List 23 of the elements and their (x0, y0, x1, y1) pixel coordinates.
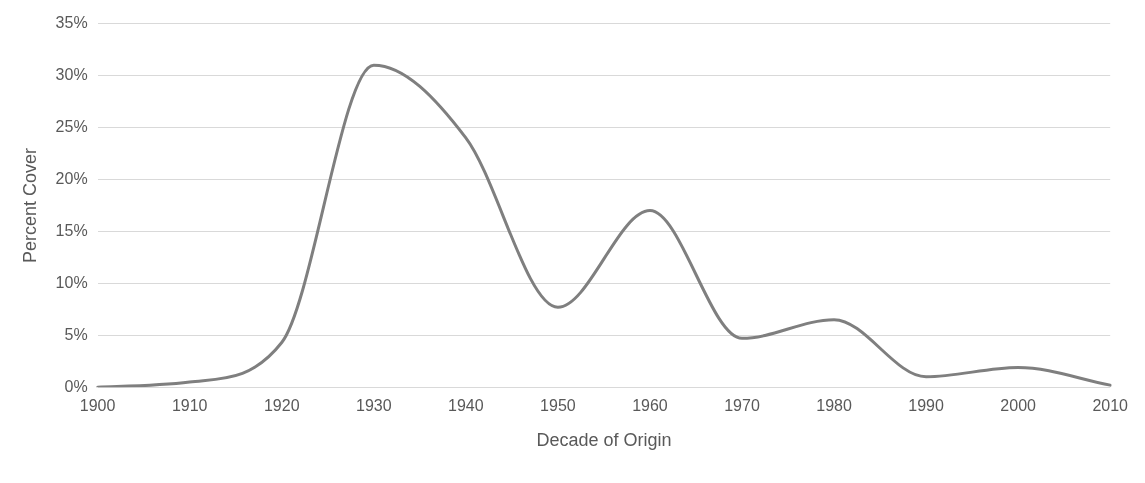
x-tick-label: 1950 (540, 397, 576, 415)
y-tick-label: 35% (55, 14, 88, 32)
x-tick-label: 1960 (632, 397, 668, 415)
x-tick-label: 1970 (724, 397, 760, 415)
x-tick-label: 2000 (1000, 397, 1037, 415)
x-tick-label: 1990 (908, 397, 944, 415)
x-tick-label: 1980 (816, 397, 852, 415)
y-tick-label: 30% (55, 65, 88, 83)
x-tick-label: 1920 (263, 397, 300, 415)
y-tick-label: 20% (55, 169, 88, 187)
x-axis-title: Decade of Origin (536, 430, 672, 451)
y-tick-label: 15% (55, 221, 88, 239)
x-tick-label: 1930 (355, 397, 392, 415)
y-tick-label: 25% (55, 117, 88, 135)
x-tick-label: 2010 (1092, 397, 1129, 415)
y-axis-title: Percent Cover (19, 147, 40, 263)
x-tick-label: 1910 (171, 397, 208, 415)
line-series (96, 63, 1112, 388)
y-tick-label: 10% (55, 273, 88, 291)
x-tick-label: 1900 (79, 397, 116, 415)
x-tick-label: 1940 (448, 397, 484, 415)
y-tick-label: 0% (64, 377, 88, 395)
y-tick-label: 5% (64, 325, 88, 343)
